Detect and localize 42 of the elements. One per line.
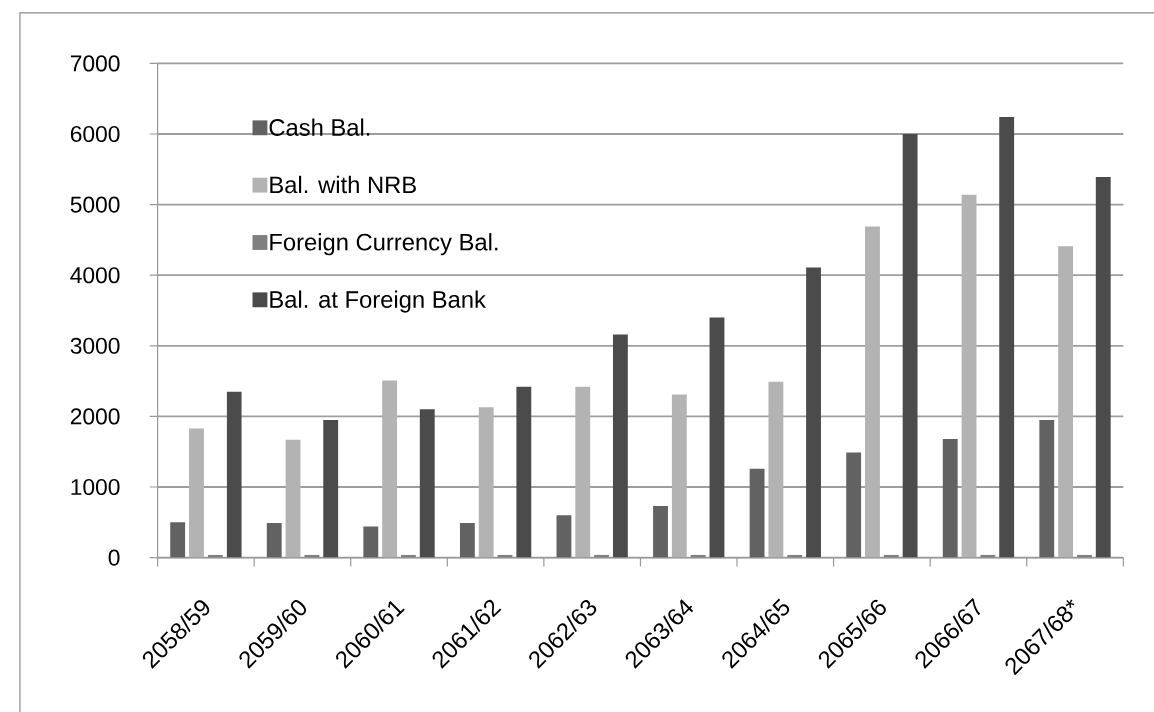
legend-label: Cash Bal.	[269, 118, 370, 136]
bar	[1039, 419, 1055, 558]
bar	[806, 267, 821, 558]
bar	[902, 133, 918, 558]
y-tick-label: 4000	[70, 267, 120, 284]
bar	[961, 194, 977, 558]
bar	[363, 526, 379, 558]
bar	[942, 438, 958, 558]
y-tick-label: 1000	[71, 478, 120, 496]
bar	[516, 386, 532, 558]
legend-label: Foreign Currency Bal.	[270, 233, 498, 256]
bar	[285, 439, 301, 558]
bar	[226, 391, 242, 558]
bar	[709, 317, 725, 558]
bar	[170, 522, 186, 558]
bar	[575, 386, 591, 558]
y-tick-label: 2000	[70, 408, 120, 425]
y-tick-label: 0	[108, 549, 120, 566]
legend-label: Bal. with NRB	[270, 175, 416, 194]
bar	[478, 407, 494, 558]
bar	[556, 515, 572, 558]
bar	[865, 226, 880, 558]
bar	[671, 394, 687, 558]
bar	[846, 452, 862, 558]
y-tick-label: 6000	[70, 125, 120, 142]
bar	[999, 116, 1015, 558]
bar	[323, 419, 339, 558]
bar	[419, 409, 435, 558]
bar	[612, 334, 628, 558]
legend-label: Bal. at Foreign Bank	[270, 290, 486, 313]
bar	[1058, 246, 1074, 558]
bar	[459, 522, 475, 558]
y-tick-label: 5000	[70, 196, 120, 213]
y-tick-label: 3000	[70, 337, 120, 354]
bar	[749, 468, 765, 558]
bar	[768, 381, 784, 558]
bar	[653, 506, 668, 558]
y-tick-label: 7000	[70, 55, 120, 72]
bar	[266, 522, 282, 558]
bar	[1095, 176, 1111, 558]
bar	[189, 428, 204, 558]
bar	[382, 380, 398, 558]
